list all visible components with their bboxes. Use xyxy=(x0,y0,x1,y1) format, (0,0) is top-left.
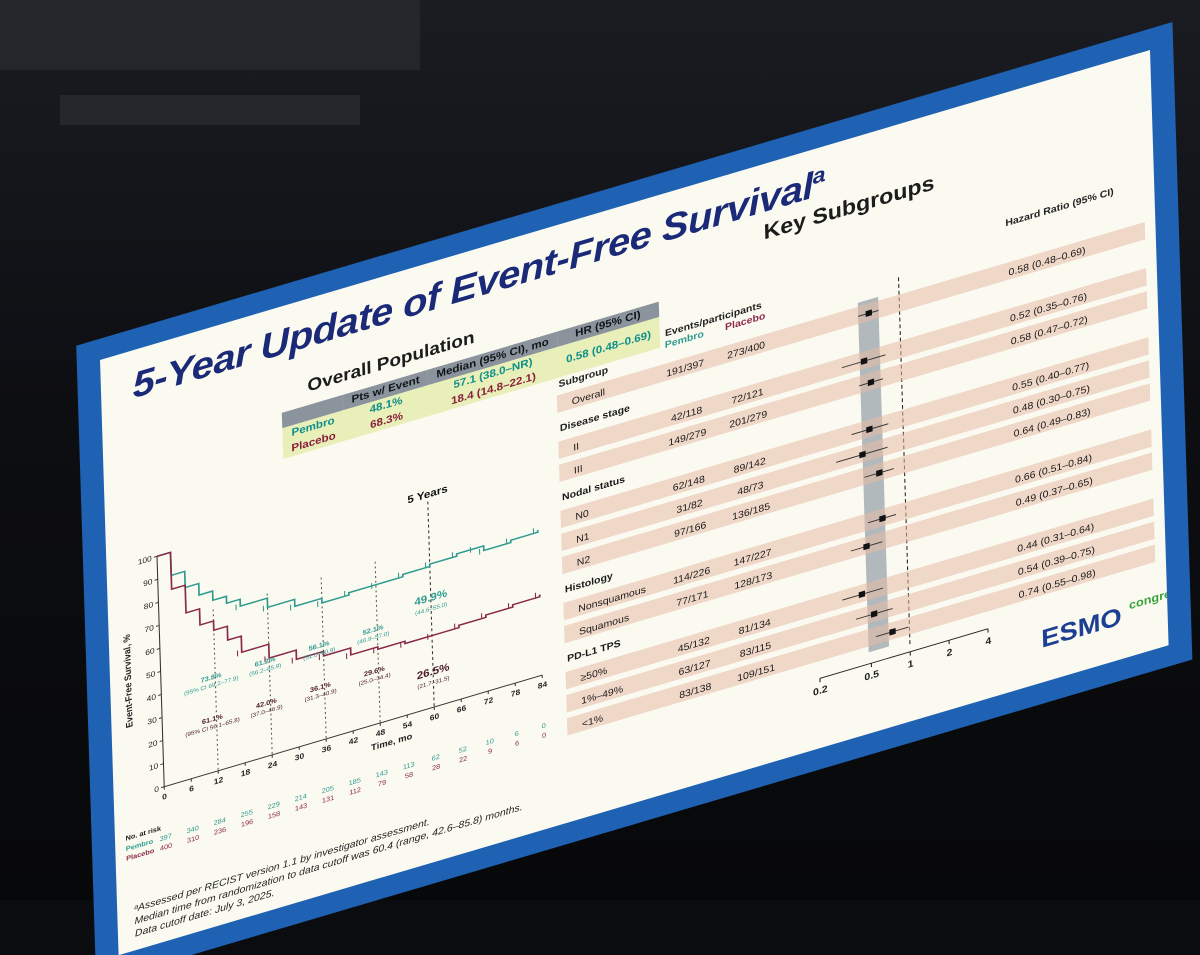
at-risk-value: 79 xyxy=(378,778,386,789)
x-tick-label: 42 xyxy=(349,735,359,746)
y-tick-label: 40 xyxy=(147,692,157,703)
x-tick-label: 24 xyxy=(268,759,278,770)
subgroup-label: N1 xyxy=(576,532,590,546)
at-risk-value: 6 xyxy=(515,729,519,739)
y-axis xyxy=(157,556,164,786)
at-risk-value: 9 xyxy=(488,746,492,756)
forest-x-tick-label: 1 xyxy=(908,659,914,671)
column-header-hr: Hazard Ratio (95% CI) xyxy=(1005,187,1114,229)
projection-screen: 5-Year Update of Event-Free Survivala Ov… xyxy=(20,60,1180,840)
x-tick-label: 36 xyxy=(322,743,332,754)
y-tick-label: 10 xyxy=(149,761,159,772)
at-risk-value: 6 xyxy=(515,738,519,748)
pembro-better-arrowhead xyxy=(821,697,830,707)
y-tick-label: 20 xyxy=(148,738,158,749)
forest-x-tick-label: 2 xyxy=(946,647,952,659)
x-tick-label: 30 xyxy=(295,751,305,762)
x-tick-label: 6 xyxy=(189,784,194,794)
landmark-line xyxy=(375,562,380,723)
at-risk-value: 58 xyxy=(405,770,413,781)
x-tick-label: 60 xyxy=(430,711,440,722)
x-tick-label: 0 xyxy=(162,792,167,802)
subgroup-label: II xyxy=(573,442,579,454)
y-tick-label: 100 xyxy=(138,554,153,567)
pembro-better-label: Pembro Better xyxy=(816,691,889,723)
at-risk-value: 10 xyxy=(486,736,494,747)
forest-x-tick-label: 0.2 xyxy=(813,684,828,699)
y-tick-label: 30 xyxy=(147,715,157,726)
at-risk-value: 0 xyxy=(542,730,546,740)
y-tick-label: 70 xyxy=(144,623,154,634)
x-tick-label: 54 xyxy=(403,719,413,730)
placebo-better-arrowhead xyxy=(980,650,989,660)
forest-x-tick-label: 0.5 xyxy=(864,669,879,684)
subgroup-label: N2 xyxy=(577,555,591,569)
at-risk-value: 22 xyxy=(459,754,467,765)
subgroup-label: N0 xyxy=(575,508,589,522)
y-tick-label: 0 xyxy=(154,784,159,794)
placebo-better-label: Placebo Better xyxy=(921,660,995,692)
x-tick-label: 48 xyxy=(376,727,386,738)
y-axis-label: Event-Free Survival, % xyxy=(122,633,135,729)
at-risk-value: 143 xyxy=(295,801,307,813)
at-risk-value: 112 xyxy=(349,785,361,797)
at-risk-value: 0 xyxy=(542,721,546,731)
at-risk-value: 310 xyxy=(187,833,199,845)
at-risk-value: 236 xyxy=(214,825,226,837)
y-tick-label: 90 xyxy=(143,577,153,588)
forest-x-tick-label: 4 xyxy=(985,636,991,648)
at-risk-value: 131 xyxy=(322,793,334,805)
at-risk-value: 196 xyxy=(241,817,253,829)
km-series-pembro xyxy=(157,445,538,651)
y-tick-label: 50 xyxy=(146,669,156,680)
presentation-slide: 5-Year Update of Event-Free Survivala Ov… xyxy=(100,50,1169,955)
x-tick-label: 66 xyxy=(457,703,467,714)
y-tick-label: 60 xyxy=(145,646,155,657)
km-curve-chart: 0102030405060708090100061218243036424854… xyxy=(115,427,567,903)
landmark-line xyxy=(213,609,218,770)
at-risk-value: 28 xyxy=(432,762,440,773)
y-tick-label: 80 xyxy=(144,600,154,611)
x-tick-label: 12 xyxy=(214,775,224,786)
x-tick-label: 84 xyxy=(538,680,548,691)
x-tick-label: 78 xyxy=(511,688,521,699)
landmark-line xyxy=(267,594,272,755)
placebo-better-arrow xyxy=(917,654,988,675)
at-risk-value: 158 xyxy=(268,809,280,821)
at-risk-value: 400 xyxy=(160,841,172,853)
pembro-better-arrow xyxy=(821,679,905,704)
x-tick-label: 72 xyxy=(484,696,494,707)
x-tick-label: 18 xyxy=(241,767,251,778)
